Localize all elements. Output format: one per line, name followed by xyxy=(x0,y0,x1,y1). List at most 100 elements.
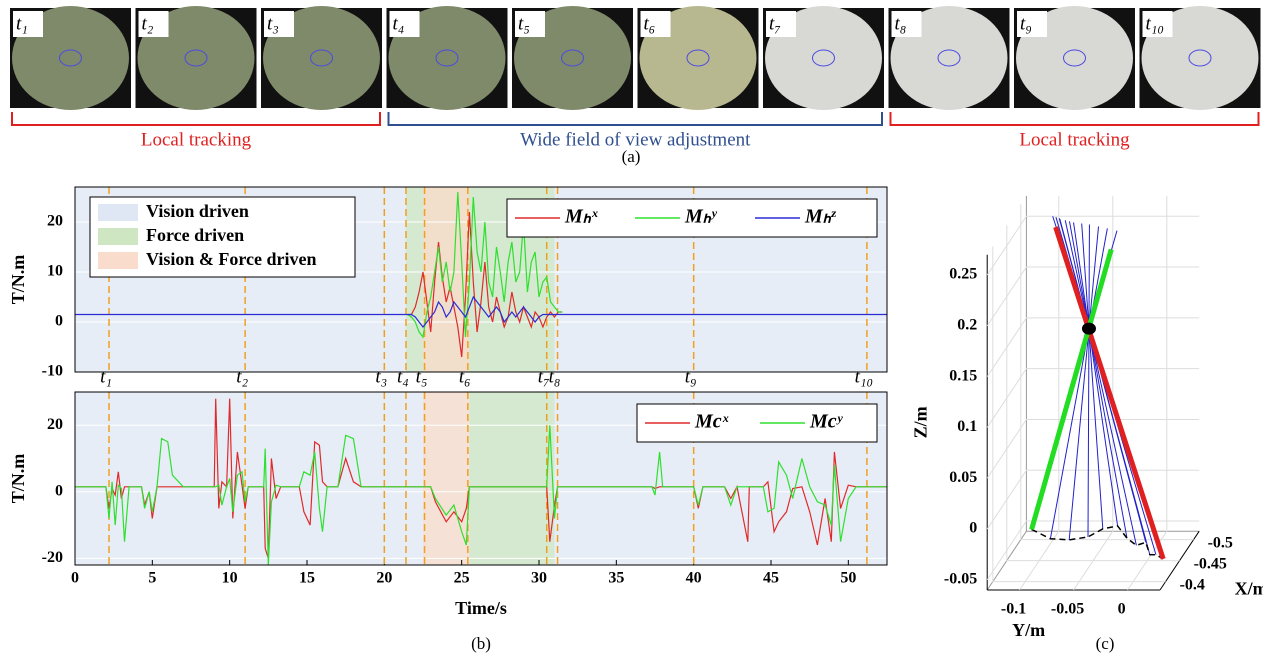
fan-line xyxy=(1087,224,1090,537)
y-tick-label: -20 xyxy=(42,549,63,566)
grid-line xyxy=(986,520,1200,581)
x-tick-label: 0 xyxy=(71,570,79,587)
event-label: t₂ xyxy=(236,366,248,387)
fan-line xyxy=(1081,223,1104,529)
z-tick-label: 0.15 xyxy=(949,367,977,384)
event-label: t₅ xyxy=(416,366,428,387)
legend-label: Vision & Force driven xyxy=(146,249,316,269)
frame-label-bg xyxy=(1017,11,1047,37)
x-tick-label: 45 xyxy=(763,570,779,587)
frame-label: t₃ xyxy=(267,13,279,34)
grid-line xyxy=(1006,225,1180,562)
grid-line xyxy=(1020,204,1194,541)
frame-label-bg xyxy=(766,11,796,37)
frame-target xyxy=(686,49,710,67)
z-axis-label: Z/m xyxy=(910,406,930,438)
fan-line xyxy=(1068,226,1100,540)
pivot xyxy=(1081,322,1096,335)
x-tick-label: 20 xyxy=(376,570,392,587)
frame-target xyxy=(1063,49,1086,67)
caption: (b) xyxy=(471,634,491,653)
grid-line xyxy=(1127,195,1168,591)
trajectory xyxy=(1031,525,1164,560)
x-tick-label: 50 xyxy=(840,570,856,587)
grid-line xyxy=(1073,195,1114,591)
legend-box xyxy=(506,198,878,238)
rod xyxy=(1029,248,1114,531)
series-line xyxy=(407,211,563,358)
frame-label: t₈ xyxy=(895,13,907,34)
grid-line xyxy=(986,266,1200,327)
frame-target xyxy=(937,49,961,67)
legend-swatch xyxy=(98,252,138,269)
phase-label: Wide field of view adjustment xyxy=(520,129,751,150)
phase-bracket xyxy=(11,112,381,126)
z-tick-label: 0.2 xyxy=(957,317,977,334)
fan-line xyxy=(1073,222,1119,526)
series-line xyxy=(75,425,887,565)
series-line xyxy=(75,398,887,559)
frame-target xyxy=(184,49,208,67)
grid-line xyxy=(992,246,1166,583)
legend-swatch xyxy=(98,204,138,221)
frame-label: t₂ xyxy=(142,13,154,34)
frame-target xyxy=(1188,49,1212,67)
x-tick-label: 35 xyxy=(608,570,624,587)
x-tick-label: -0.45 xyxy=(1194,555,1227,572)
z-tick-label: -0.05 xyxy=(944,571,977,588)
z-tick-label: 0.05 xyxy=(949,469,977,486)
x-tick-label: 5 xyxy=(148,570,156,587)
frame-label-bg xyxy=(138,11,169,37)
x-tick-label: 40 xyxy=(686,570,702,587)
y-tick-label: 20 xyxy=(47,213,63,230)
legend-label: Mₕʸ xyxy=(684,206,718,228)
region xyxy=(423,392,470,565)
fan-line xyxy=(1068,221,1128,539)
y-tick-label: 0 xyxy=(55,482,63,499)
event-label: t₈ xyxy=(549,366,561,387)
plot-frame xyxy=(74,391,888,566)
y-tick-label: -0.05 xyxy=(1051,601,1084,618)
caption: (a) xyxy=(622,147,641,166)
region xyxy=(423,187,470,372)
z-tick-label: 0.1 xyxy=(957,418,977,435)
y-tick-label: -10 xyxy=(42,363,63,380)
x-tick-label: 10 xyxy=(222,570,238,587)
phase-label: Local tracking xyxy=(141,129,252,150)
event-label: t₃ xyxy=(375,366,387,387)
frame-label: t₄ xyxy=(393,13,405,34)
y-axis-label: T/N.m xyxy=(8,255,28,305)
frame-label-bg xyxy=(515,11,545,37)
event-label: t₇ xyxy=(538,366,550,387)
y-axis-label: Y/m xyxy=(1012,620,1045,640)
y-tick-label: 10 xyxy=(47,263,63,280)
series-line xyxy=(407,191,563,339)
legend-label: Force driven xyxy=(146,225,244,245)
frame-target xyxy=(435,49,459,67)
grid-line xyxy=(1019,195,1060,591)
x-tick-label: 15 xyxy=(299,570,315,587)
z-tick-label: 0 xyxy=(969,520,977,537)
frame-label-bg xyxy=(1142,11,1173,37)
y-tick-label: 20 xyxy=(47,416,63,433)
region xyxy=(469,392,555,565)
caption: (c) xyxy=(1096,634,1115,653)
frame-label: t₁ xyxy=(16,13,28,34)
legend-label: Mcʸ xyxy=(809,411,844,433)
rod xyxy=(1053,226,1166,560)
grid-line xyxy=(986,469,1200,530)
legend-label: Vision driven xyxy=(146,201,249,221)
grid-line xyxy=(986,368,1200,428)
frame-label: t₅ xyxy=(518,13,530,34)
fan-line xyxy=(1064,220,1137,546)
y-tick-label: -0.1 xyxy=(1001,601,1026,618)
phase-bracket xyxy=(387,112,883,126)
y-tick-label: 0 xyxy=(55,313,63,330)
frame-target xyxy=(812,49,835,67)
series-line xyxy=(75,295,887,328)
grid-line xyxy=(986,317,1200,377)
frame-label: t₉ xyxy=(1020,13,1032,34)
